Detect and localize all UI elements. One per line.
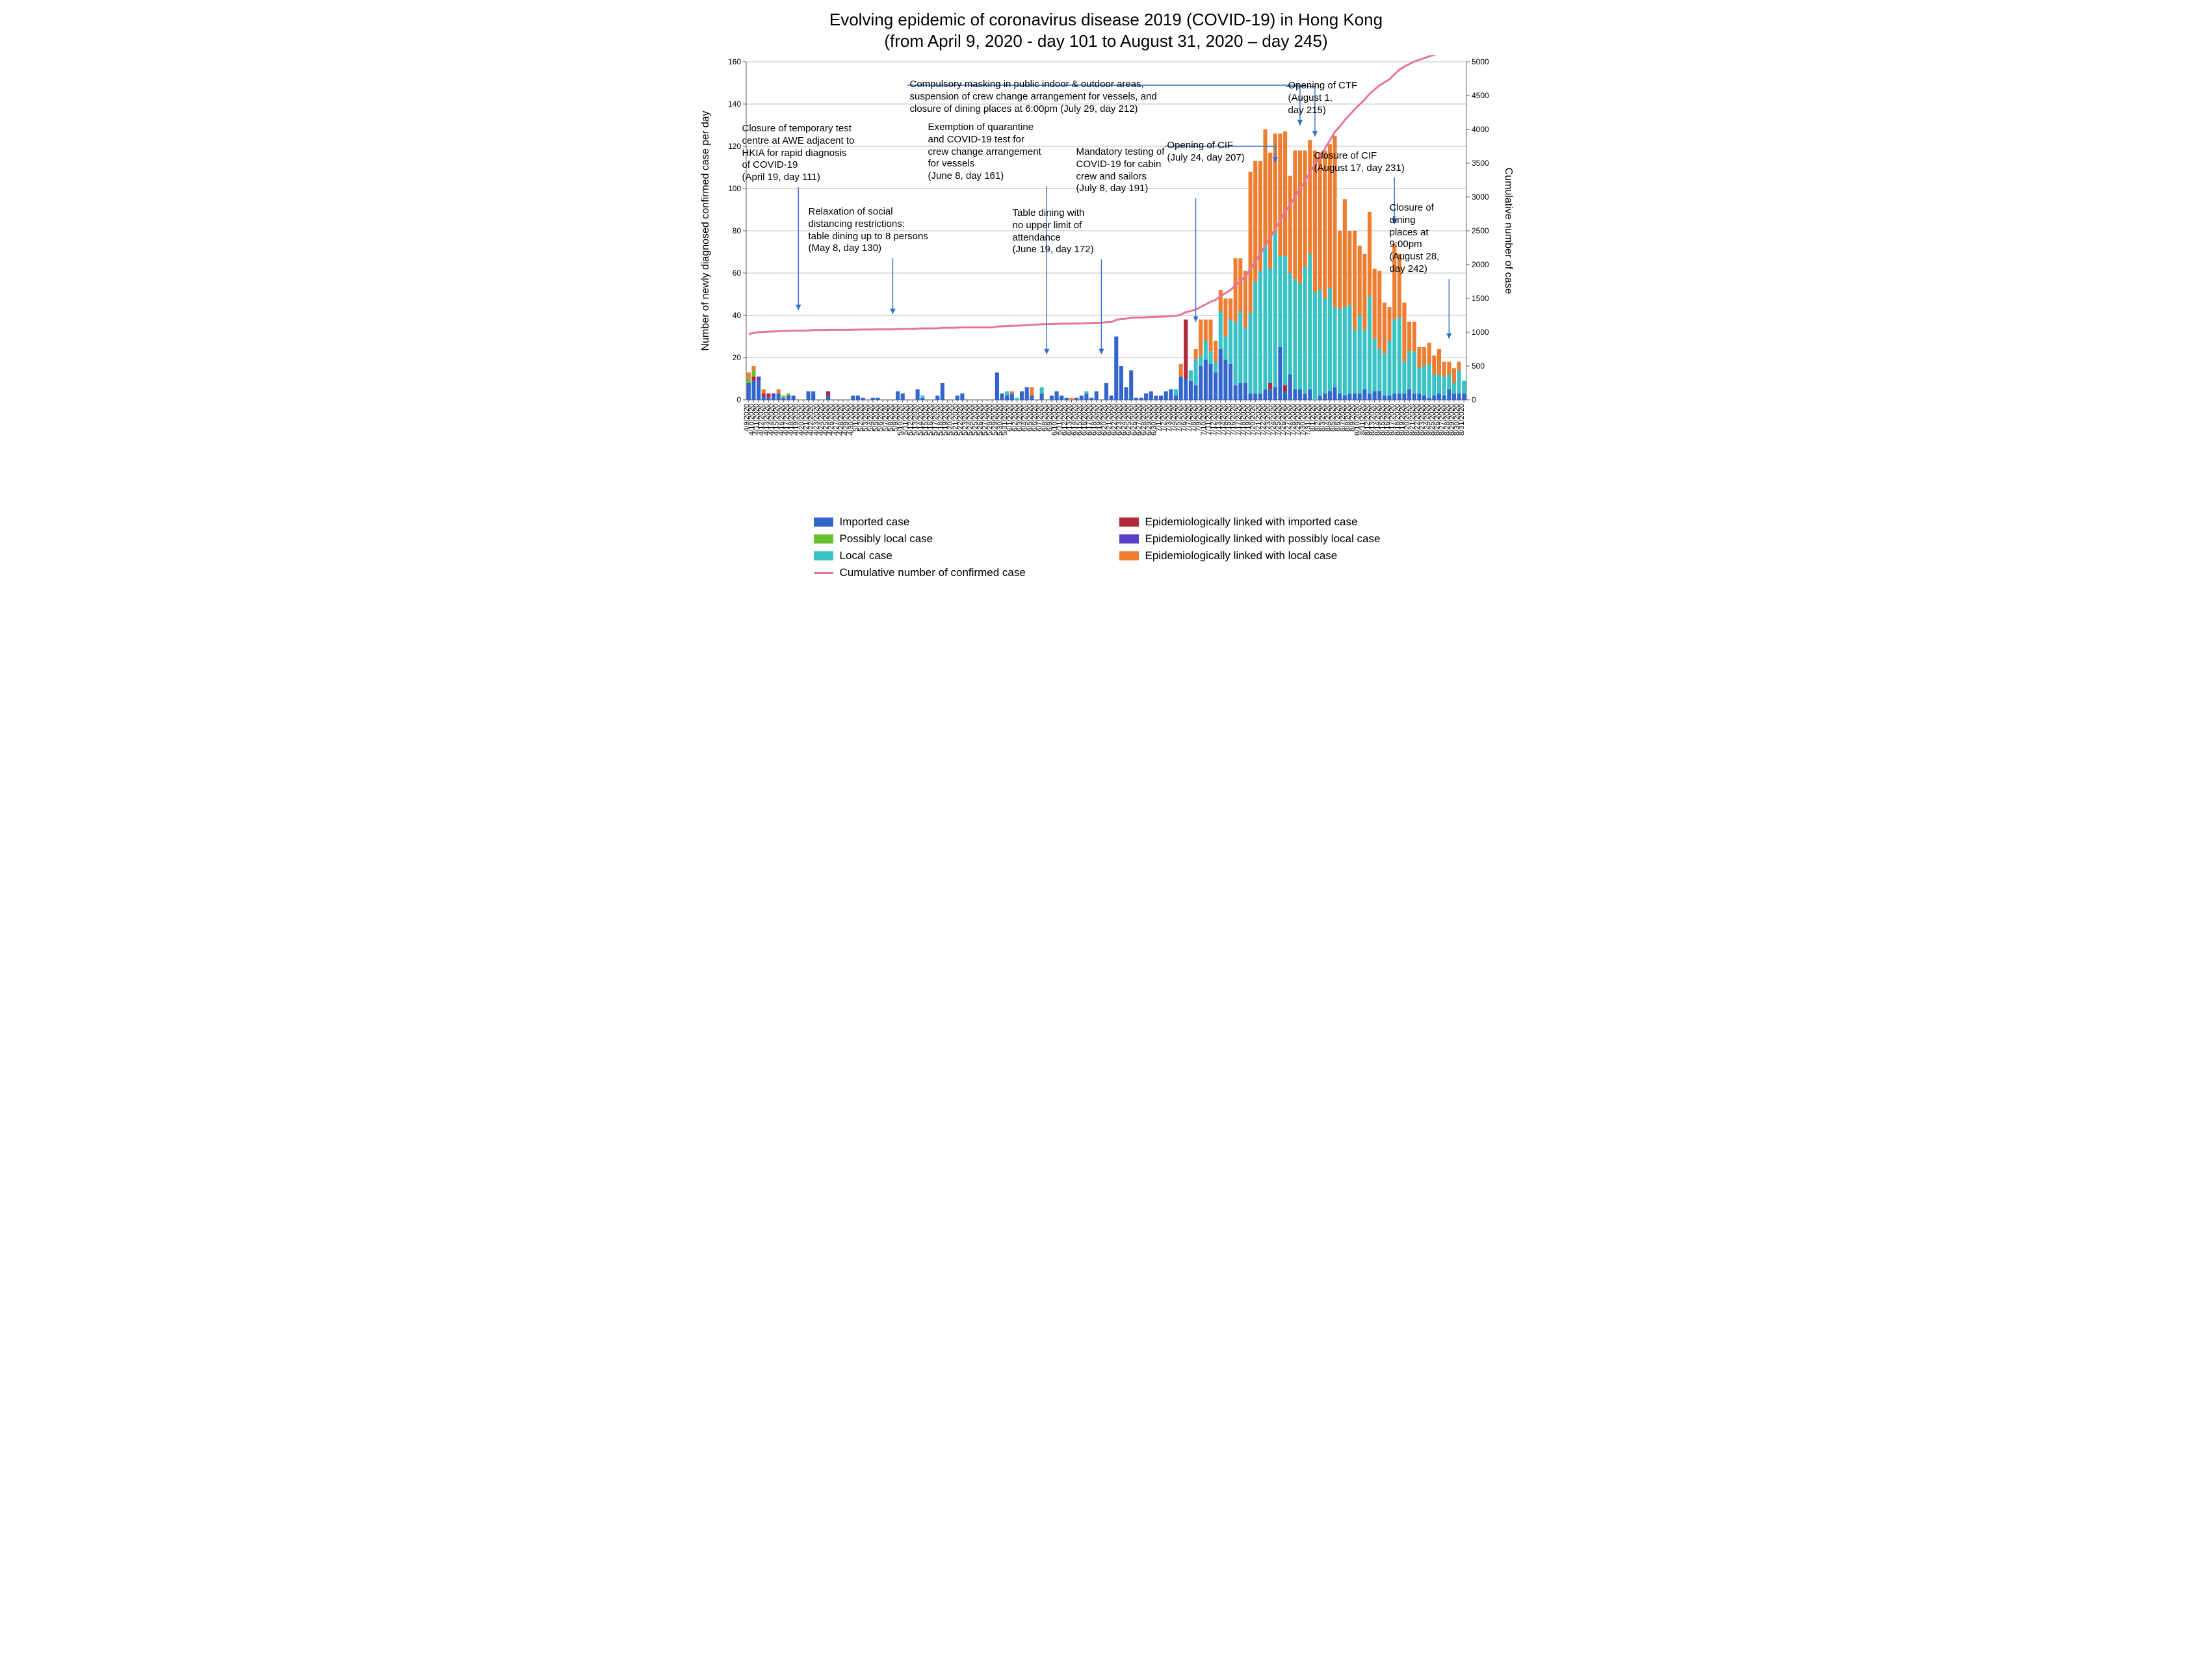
legend-swatch bbox=[814, 551, 833, 560]
legend-swatch bbox=[1119, 518, 1139, 527]
legend-swatch bbox=[1119, 534, 1139, 544]
annotation-6: Compulsory masking in public indoor & ou… bbox=[910, 79, 1157, 115]
legend-item-possibly_local: Possibly local case bbox=[814, 532, 1093, 545]
annotation-3: Table dining with no upper limit of atte… bbox=[1013, 207, 1094, 256]
legend-item-epi_imported: Epidemiologically linked with imported c… bbox=[1119, 516, 1399, 529]
title-line-1: Evolving epidemic of coronavirus disease… bbox=[829, 10, 1383, 29]
legend-swatch bbox=[814, 534, 833, 544]
annotation-0: Closure of temporary test centre at AWE … bbox=[742, 123, 855, 184]
legend-item-local: Local case bbox=[814, 549, 1093, 562]
legend-label: Cumulative number of confirmed case bbox=[840, 566, 1026, 579]
legend-label: Local case bbox=[840, 549, 892, 562]
legend-label: Epidemiologically linked with local case bbox=[1145, 549, 1338, 562]
annotation-5: Opening of CIF (July 24, day 207) bbox=[1167, 140, 1245, 164]
legend-item-epi_local: Epidemiologically linked with local case bbox=[1119, 549, 1399, 562]
legend-swatch bbox=[814, 518, 833, 527]
legend-label: Epidemiologically linked with possibly l… bbox=[1145, 532, 1381, 545]
legend-item-imported: Imported case bbox=[814, 516, 1093, 529]
legend-line-swatch bbox=[814, 572, 833, 574]
legend-label: Possibly local case bbox=[840, 532, 933, 545]
legend-label: Imported case bbox=[840, 516, 910, 529]
annotation-2: Exemption of quarantine and COVID-19 tes… bbox=[928, 122, 1041, 183]
annotation-1: Relaxation of social distancing restrict… bbox=[809, 206, 928, 255]
annotation-7: Opening of CTF (August 1, day 215) bbox=[1288, 80, 1358, 116]
legend: Imported case Epidemiologically linked wi… bbox=[814, 516, 1399, 579]
chart-title: Evolving epidemic of coronavirus disease… bbox=[722, 9, 1491, 51]
legend-swatch bbox=[1119, 551, 1139, 560]
annotation-9: Closure of dining places at 9:00pm (Augu… bbox=[1390, 202, 1440, 276]
chart-stage: 0204060801001201401600500100015002000250… bbox=[696, 55, 1517, 510]
title-line-2: (from April 9, 2020 - day 101 to August … bbox=[884, 31, 1327, 51]
legend-item-epi_possibly_local: Epidemiologically linked with possibly l… bbox=[1119, 532, 1399, 545]
legend-label: Epidemiologically linked with imported c… bbox=[1145, 516, 1358, 529]
annotation-8: Closure of CIF (August 17, day 231) bbox=[1314, 150, 1405, 175]
annotation-4: Mandatory testing of COVID-19 for cabin … bbox=[1076, 146, 1165, 195]
legend-item-cumulative-line: Cumulative number of confirmed case bbox=[814, 566, 1093, 579]
